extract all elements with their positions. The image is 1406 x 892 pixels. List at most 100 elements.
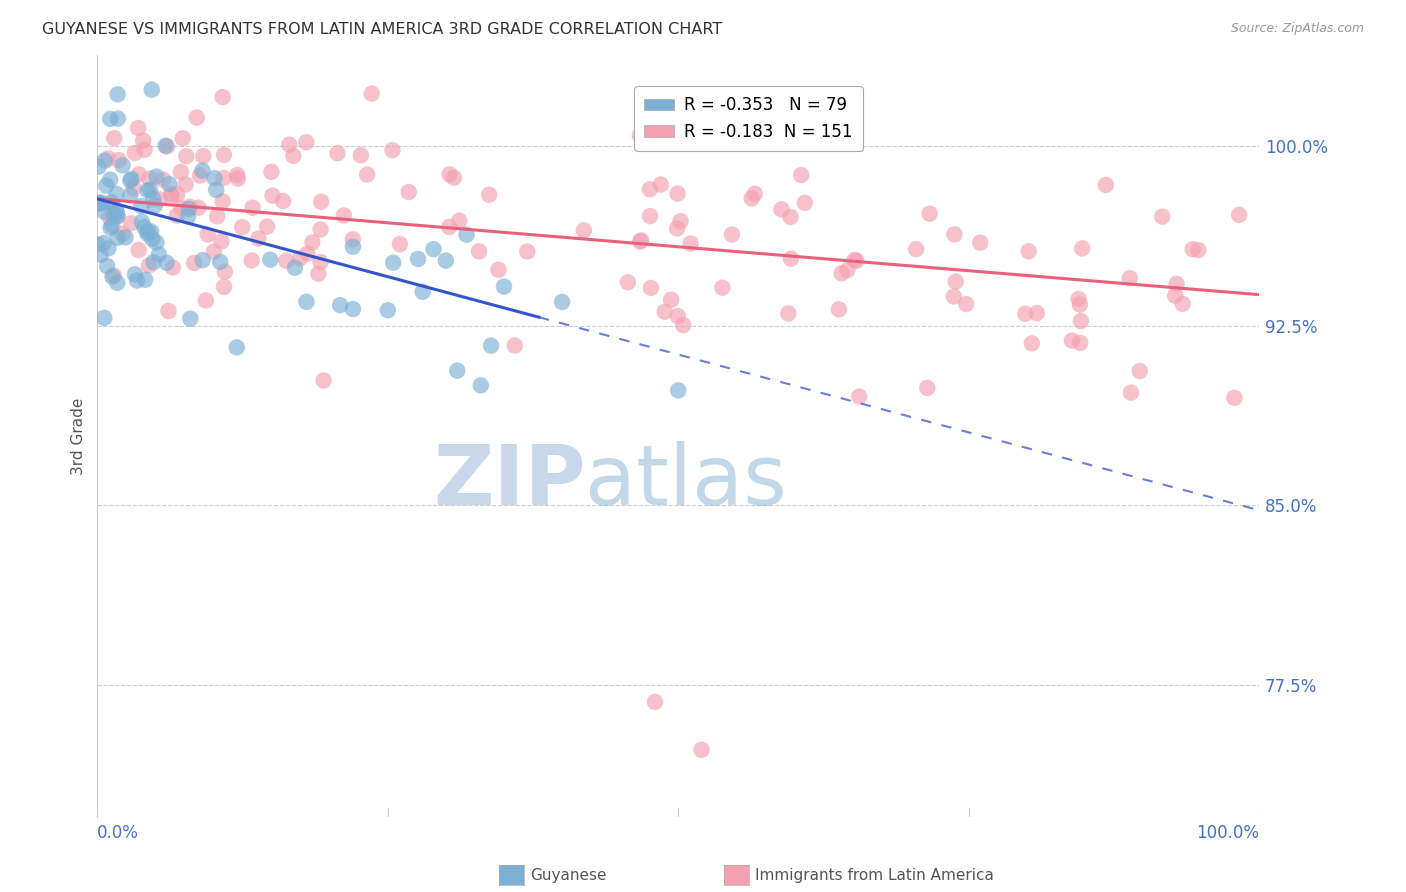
Point [479, 338, 502, 352]
Point [326, 146, 349, 161]
Point [398, 185, 420, 199]
Point [259, 252, 281, 267]
Point [211, 194, 233, 209]
Point [138, 171, 160, 186]
Point [127, 120, 149, 135]
Point [468, 244, 491, 259]
Point [162, 260, 184, 275]
Point [205, 210, 228, 224]
Point [770, 202, 793, 217]
Point [103, 268, 125, 283]
Point [155, 256, 177, 270]
Text: 0.0%: 0.0% [97, 824, 139, 842]
Text: Guyanese: Guyanese [530, 869, 606, 883]
Point [166, 187, 188, 202]
Point [96, 259, 118, 273]
Point [170, 165, 193, 179]
Point [312, 374, 335, 388]
Point [94, 178, 117, 193]
Point [488, 262, 510, 277]
Point [105, 186, 128, 201]
Point [711, 281, 734, 295]
Point [179, 200, 201, 214]
Point [288, 252, 311, 266]
Point [969, 235, 991, 250]
Point [1181, 243, 1204, 257]
Text: atlas: atlas [585, 442, 787, 522]
Point [628, 128, 651, 143]
Point [1187, 243, 1209, 257]
Point [1129, 364, 1152, 378]
Point [1025, 306, 1047, 320]
Point [98, 172, 121, 186]
Point [1069, 335, 1091, 350]
Point [1164, 288, 1187, 302]
Point [105, 210, 128, 224]
Point [247, 231, 270, 245]
Point [942, 289, 965, 303]
Point [301, 235, 323, 250]
Point [105, 276, 128, 290]
Point [142, 255, 165, 269]
Point [492, 279, 515, 293]
Point [666, 221, 689, 235]
Point [1021, 336, 1043, 351]
Point [640, 281, 662, 295]
Point [160, 187, 183, 202]
Point [1119, 385, 1142, 400]
Point [145, 235, 167, 250]
Point [1095, 178, 1118, 192]
Point [136, 225, 159, 239]
Point [412, 285, 434, 299]
Point [212, 280, 235, 294]
Point [443, 170, 465, 185]
Point [90, 247, 112, 261]
Point [439, 219, 461, 234]
Point [848, 390, 870, 404]
Point [837, 263, 859, 277]
Point [342, 240, 364, 254]
Point [107, 209, 129, 223]
Point [918, 207, 941, 221]
Point [516, 244, 538, 259]
Point [157, 304, 180, 318]
Point [422, 242, 444, 256]
Point [187, 201, 209, 215]
Point [131, 215, 153, 229]
Point [205, 183, 228, 197]
Point [342, 301, 364, 316]
Point [388, 237, 411, 252]
Point [360, 87, 382, 101]
Point [111, 158, 134, 172]
Point [778, 306, 800, 320]
Point [333, 209, 356, 223]
Point [779, 210, 801, 224]
Point [780, 252, 803, 266]
Point [659, 293, 682, 307]
Point [148, 193, 170, 207]
Point [790, 168, 813, 182]
Point [456, 227, 478, 242]
Point [225, 340, 247, 354]
Text: Source: ZipAtlas.com: Source: ZipAtlas.com [1230, 22, 1364, 36]
Point [157, 177, 180, 191]
Point [309, 222, 332, 236]
Point [721, 227, 744, 242]
Point [145, 169, 167, 184]
Point [197, 227, 219, 242]
Point [342, 232, 364, 246]
Point [669, 214, 692, 228]
Point [650, 178, 672, 192]
Point [628, 235, 651, 249]
Point [297, 246, 319, 260]
Point [226, 171, 249, 186]
Point [793, 195, 815, 210]
Point [103, 131, 125, 145]
Point [478, 187, 501, 202]
Point [226, 168, 249, 182]
Point [87, 160, 110, 174]
Point [439, 167, 461, 181]
Point [166, 209, 188, 223]
Point [905, 242, 928, 256]
Point [503, 338, 526, 352]
